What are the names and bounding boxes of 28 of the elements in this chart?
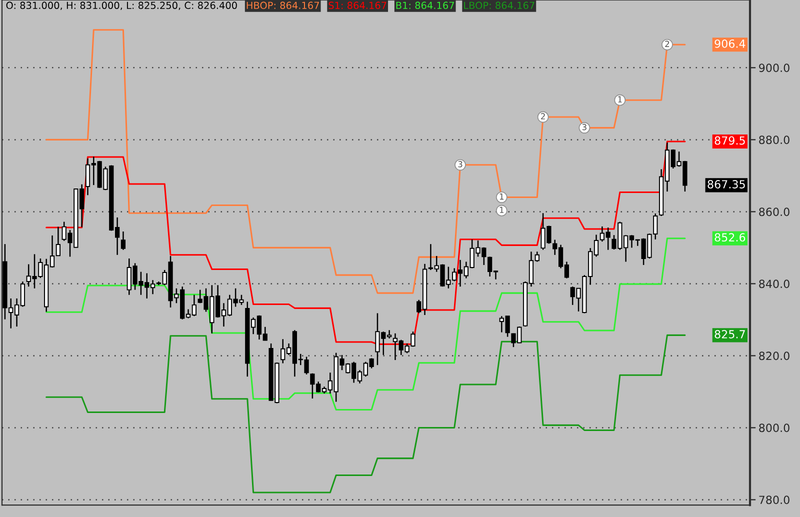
y-tick-label: 820.0 — [759, 352, 790, 360]
text: 879.5 — [714, 136, 745, 145]
annotation: 1 — [500, 194, 504, 200]
text: S1: 864.167 — [328, 2, 386, 10]
annotation: 3 — [582, 124, 586, 130]
chart-title: O: 831.000, H: 831.000, L: 825.250, C: 826.400 — [6, 2, 237, 10]
line-series — [46, 238, 686, 410]
annotation: 1 — [500, 206, 504, 213]
text: 906.4 — [714, 39, 746, 48]
text: 825.7 — [714, 330, 745, 338]
line-series — [46, 29, 686, 294]
y-tick-label: 900.0 — [759, 64, 790, 72]
text: B1: 864.167 — [396, 2, 454, 10]
candlestick — [120, 230, 126, 250]
text: 852.6 — [714, 233, 746, 242]
y-tick-label: 860.0 — [759, 208, 790, 216]
annotation: 1 — [618, 96, 622, 102]
text: 867.35 — [708, 180, 745, 188]
annotation: 2 — [665, 40, 670, 47]
y-tick-label: 840.0 — [759, 280, 790, 288]
text: HBOP: 864.167 — [246, 2, 319, 10]
annotation: 2 — [541, 113, 545, 120]
annotation: 3 — [458, 161, 462, 168]
y-tick-label: 800.0 — [759, 424, 790, 432]
y-tick-label: 780.0 — [759, 496, 790, 504]
text: LBOP: 864.167 — [464, 2, 534, 10]
line-series — [46, 334, 686, 494]
y-tick-label: 880.0 — [759, 136, 790, 144]
